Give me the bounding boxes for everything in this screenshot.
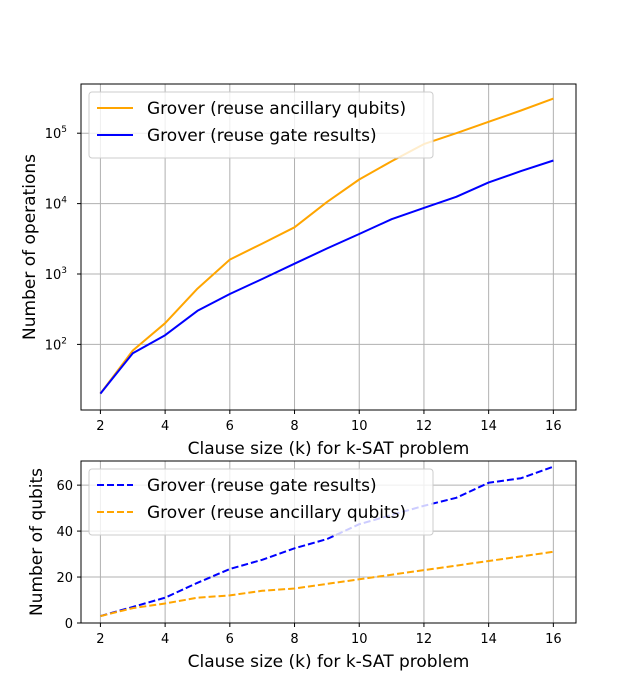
y-tick-exponent: 5 <box>61 125 67 135</box>
y-axis-label: Number of qubits <box>27 468 47 616</box>
legend-label: Grover (reuse ancillary qubits) <box>147 99 406 119</box>
plot-frame <box>80 83 577 411</box>
y-tick-label: 0 <box>65 617 73 632</box>
x-tick-label: 2 <box>96 632 104 647</box>
x-tick-label: 10 <box>351 419 368 434</box>
y-tick-base: 10 <box>45 338 62 353</box>
y-tick-label: 103 <box>45 266 67 283</box>
x-tick-label: 6 <box>226 632 234 647</box>
y-tick-exponent: 3 <box>61 266 67 276</box>
y-tick-base: 10 <box>45 127 62 142</box>
x-tick-label: 14 <box>480 632 497 647</box>
x-tick-label: 12 <box>416 419 433 434</box>
y-tick-label: 20 <box>56 571 73 586</box>
legend-box <box>88 468 434 536</box>
qubits-chart: 2 4 6 8 10 12 14 16 0 20 40 60 Clause size (k) for k… <box>27 460 577 672</box>
legend-label: Grover (reuse ancillary qubits) <box>147 503 406 523</box>
x-tick-label: 12 <box>416 632 433 647</box>
y-tick-label: 105 <box>45 125 67 142</box>
x-tick-label: 10 <box>351 632 368 647</box>
legend-box <box>88 91 434 159</box>
legend-label: Grover (reuse gate results) <box>147 476 377 496</box>
y-tick-label: 102 <box>45 336 67 353</box>
series-line <box>99 97 554 395</box>
x-tick-label: 16 <box>545 632 562 647</box>
x-tick-label: 14 <box>480 419 497 434</box>
y-tick-base: 10 <box>45 198 62 213</box>
y-tick-exponent: 2 <box>61 336 67 346</box>
x-tick-label: 4 <box>161 632 169 647</box>
series-line <box>100 550 554 618</box>
x-axis-label: Clause size (k) for k-SAT problem <box>188 439 470 459</box>
x-tick-label: 8 <box>290 419 298 434</box>
legend-label: Grover (reuse gate results) <box>147 126 377 146</box>
legend: Grover (reuse gate results) Grover (reuse… <box>88 468 434 536</box>
y-tick-exponent: 4 <box>61 196 67 206</box>
y-tick-base: 10 <box>45 268 62 283</box>
x-tick-label: 8 <box>290 632 298 647</box>
x-tick-label: 16 <box>545 419 562 434</box>
y-tick-label: 40 <box>56 525 73 540</box>
legend: Grover (reuse ancillary qubits) Grover (r… <box>88 91 434 159</box>
x-tick-label: 2 <box>96 419 104 434</box>
y-axis-label: Number of operations <box>20 154 40 340</box>
x-tick-label: 6 <box>226 419 234 434</box>
y-tick-label: 60 <box>56 479 73 494</box>
series-line <box>99 159 554 395</box>
x-axis-label: Clause size (k) for k-SAT problem <box>188 652 470 672</box>
x-tick-label: 4 <box>161 419 169 434</box>
plot-frame <box>80 460 577 624</box>
y-tick-label: 104 <box>45 196 68 213</box>
